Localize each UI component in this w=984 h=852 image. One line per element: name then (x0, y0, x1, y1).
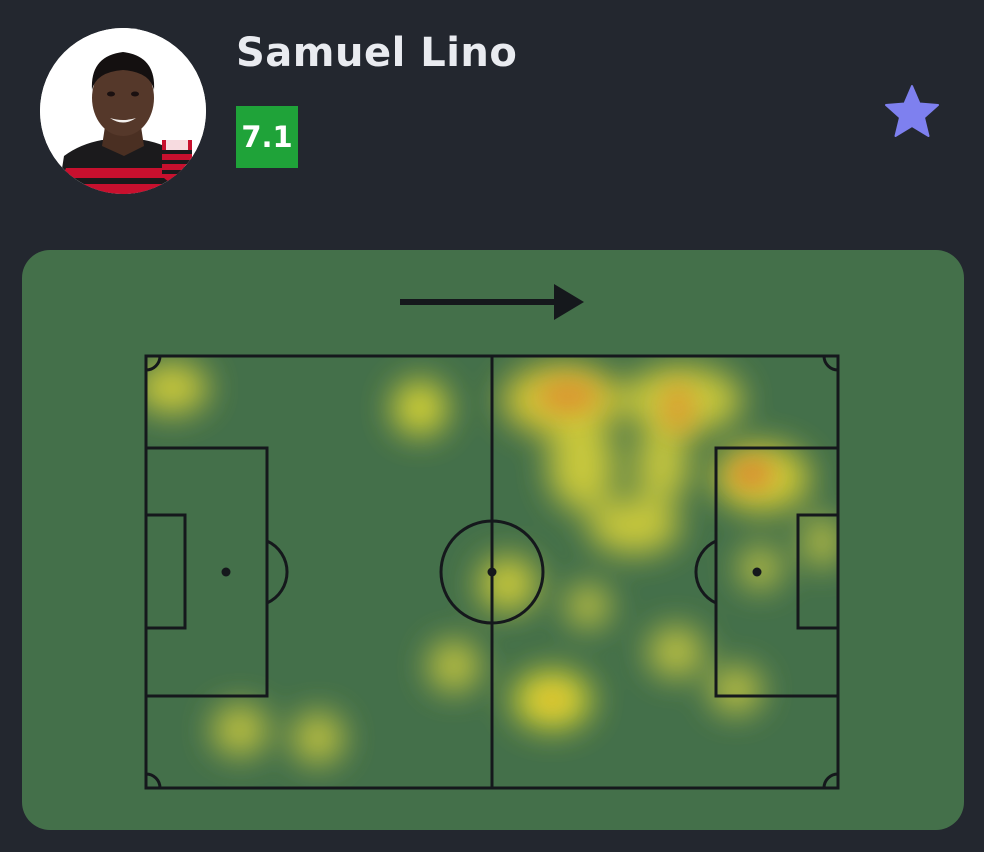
player-avatar (40, 28, 206, 194)
arrow-right-icon (400, 284, 584, 320)
player-name: Samuel Lino (236, 30, 518, 76)
pitch-spots (221, 567, 762, 577)
player-header: Samuel Lino 7.1 (0, 0, 984, 230)
heatmap-layer (146, 362, 838, 764)
star-icon[interactable] (882, 82, 942, 142)
pitch-lines (144, 354, 840, 790)
rating-badge: 7.1 (236, 106, 298, 168)
heatmap-card (22, 250, 964, 830)
